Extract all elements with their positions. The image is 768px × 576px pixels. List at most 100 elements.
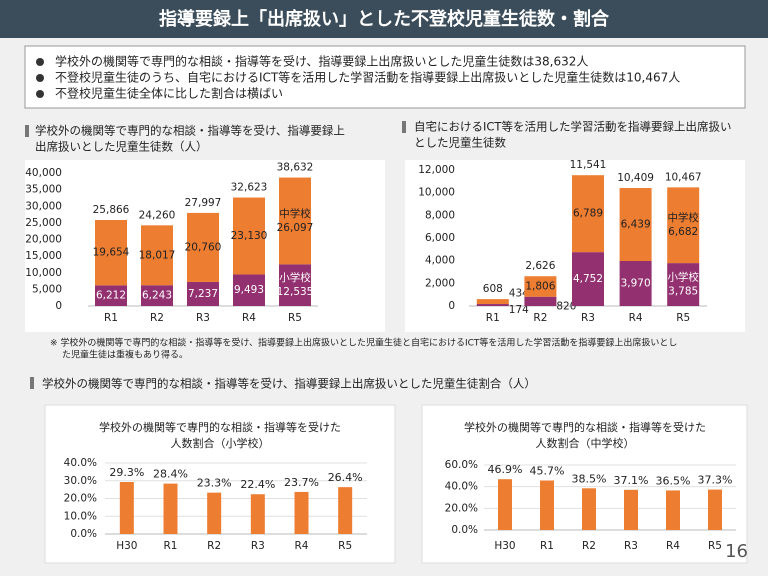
x-tick-label: H30 bbox=[116, 540, 137, 552]
total-label: 10,409 bbox=[617, 172, 654, 184]
heading-marker bbox=[402, 121, 406, 133]
chart-title: 自宅におけるICT等を活用した学習活動を指導要録上出席扱い bbox=[414, 120, 731, 134]
y-tick-label: 20.0% bbox=[445, 502, 478, 514]
value-label: 36.5% bbox=[656, 474, 691, 487]
bar bbox=[119, 481, 134, 534]
bullet-dot bbox=[36, 58, 44, 66]
bar-segment bbox=[95, 285, 127, 306]
value-label: 3,970 bbox=[621, 278, 651, 290]
x-tick-label: R1 bbox=[486, 312, 500, 324]
y-tick-label: 0 bbox=[55, 300, 62, 312]
y-tick-label: 40.0% bbox=[64, 457, 97, 469]
y-tick-label: 5,000 bbox=[32, 283, 62, 295]
x-tick-label: R1 bbox=[104, 312, 118, 324]
value-label: 38.5% bbox=[572, 472, 607, 485]
x-tick-label: R4 bbox=[242, 312, 256, 324]
x-tick-label: R3 bbox=[624, 540, 638, 552]
x-tick-label: R5 bbox=[338, 540, 352, 552]
page-number: 16 bbox=[725, 541, 748, 562]
chart-panel bbox=[421, 404, 748, 564]
x-tick-label: R5 bbox=[708, 540, 722, 552]
x-tick-label: R4 bbox=[295, 540, 309, 552]
value-label: 6,212 bbox=[96, 290, 126, 302]
bullet-text: 不登校児童生徒のうち、自宅におけるICT等を活用した学習活動を指導要録上出席扱い… bbox=[55, 70, 680, 85]
y-tick-label: 10,000 bbox=[418, 187, 455, 199]
bar-segment bbox=[524, 296, 557, 306]
total-label: 25,866 bbox=[93, 204, 130, 216]
heading-marker bbox=[25, 125, 29, 137]
chart-title: 人数割合（中学校） bbox=[536, 436, 635, 450]
bullet-text: 不登校児童生徒全体に比した割合は横ばい bbox=[55, 86, 283, 101]
value-label: 4,752 bbox=[573, 273, 603, 285]
y-tick-label: 6,000 bbox=[425, 232, 455, 244]
bar-segment bbox=[572, 175, 604, 253]
bar bbox=[666, 490, 680, 530]
bullet-dot bbox=[36, 74, 44, 82]
y-tick-label: 40,000 bbox=[25, 167, 62, 179]
bar-segment bbox=[233, 197, 265, 275]
y-tick-label: 0.0% bbox=[70, 528, 97, 540]
value-label: 12,535 bbox=[277, 286, 314, 298]
y-tick-label: 20,000 bbox=[25, 234, 62, 246]
total-label: 2,626 bbox=[525, 260, 555, 272]
y-tick-label: 60.0% bbox=[445, 459, 478, 471]
value-label: 20,760 bbox=[185, 241, 222, 253]
x-tick-label: R3 bbox=[196, 312, 210, 324]
x-tick-label: R2 bbox=[207, 540, 221, 552]
y-tick-label: 4,000 bbox=[425, 255, 455, 267]
value-label: 28.4% bbox=[153, 468, 188, 481]
y-tick-label: 30,000 bbox=[25, 200, 62, 212]
bar-segment bbox=[233, 274, 265, 306]
chart-title: 出席扱いとした児童生徒数（人） bbox=[35, 140, 208, 154]
total-label: 38,632 bbox=[277, 162, 314, 174]
y-tick-label: 10,000 bbox=[25, 267, 62, 279]
bar-segment bbox=[95, 219, 127, 286]
value-label: 6,789 bbox=[573, 208, 603, 220]
y-tick-label: 35,000 bbox=[25, 184, 62, 196]
bar-segment bbox=[187, 212, 219, 282]
heading-marker bbox=[30, 377, 34, 389]
note: た児童生徒は重複もあり得る。 bbox=[62, 349, 188, 361]
y-tick-label: 0.0% bbox=[451, 524, 478, 536]
bar bbox=[624, 489, 638, 530]
bar-segment bbox=[667, 263, 700, 306]
series-label: 中学校 bbox=[667, 211, 699, 224]
series-label: 小学校 bbox=[279, 271, 311, 284]
chart-title: 学校外の機関等で専門的な相談・指導等を受けた bbox=[99, 420, 341, 434]
x-tick-label: R2 bbox=[533, 312, 547, 324]
value-label: 37.1% bbox=[614, 474, 649, 487]
chart-title: 学校外の機関等で専門的な相談・指導等を受け、指導要録上 bbox=[35, 124, 345, 138]
bar bbox=[540, 480, 554, 530]
bar-segment bbox=[619, 188, 652, 262]
total-label: 608 bbox=[483, 283, 503, 295]
value-label: 3,785 bbox=[668, 286, 698, 298]
series-label: 中学校 bbox=[279, 207, 311, 220]
y-tick-label: 15,000 bbox=[25, 250, 62, 262]
x-tick-label: R2 bbox=[582, 540, 596, 552]
section-heading: 学校外の機関等で専門的な相談・指導等を受け、指導要録上出席扱いとした児童生徒割合… bbox=[42, 377, 536, 391]
x-tick-label: R3 bbox=[581, 312, 595, 324]
header-bar bbox=[0, 0, 768, 38]
bar bbox=[708, 489, 722, 530]
bar bbox=[582, 488, 596, 530]
bar-segment bbox=[667, 187, 700, 264]
y-tick-label: 30.0% bbox=[64, 475, 97, 487]
value-label: 29.3% bbox=[109, 466, 144, 479]
y-tick-label: 2,000 bbox=[425, 277, 455, 289]
x-tick-label: R4 bbox=[666, 540, 680, 552]
value-label: 7,237 bbox=[188, 288, 218, 300]
bullet-dot bbox=[36, 90, 44, 98]
y-tick-label: 10.0% bbox=[64, 510, 97, 522]
y-tick-label: 12,000 bbox=[418, 164, 455, 176]
value-label: 23,130 bbox=[231, 230, 268, 242]
note: ※ 学校外の機関等で専門的な相談・指導等を受け、指導要録上出席扱いとした児童生徒… bbox=[50, 337, 677, 349]
x-tick-label: R3 bbox=[251, 540, 265, 552]
value-label: 6,682 bbox=[668, 226, 698, 238]
bullet-text: 学校外の機関等で専門的な相談・指導等を受け、指導要録上出席扱いとした児童生徒数は… bbox=[55, 54, 588, 69]
x-tick-label: R5 bbox=[676, 312, 690, 324]
total-label: 24,260 bbox=[139, 209, 176, 221]
value-label: 174 bbox=[509, 304, 529, 316]
bar-segment bbox=[187, 281, 219, 306]
chart-title: とした児童生徒数 bbox=[414, 136, 506, 150]
